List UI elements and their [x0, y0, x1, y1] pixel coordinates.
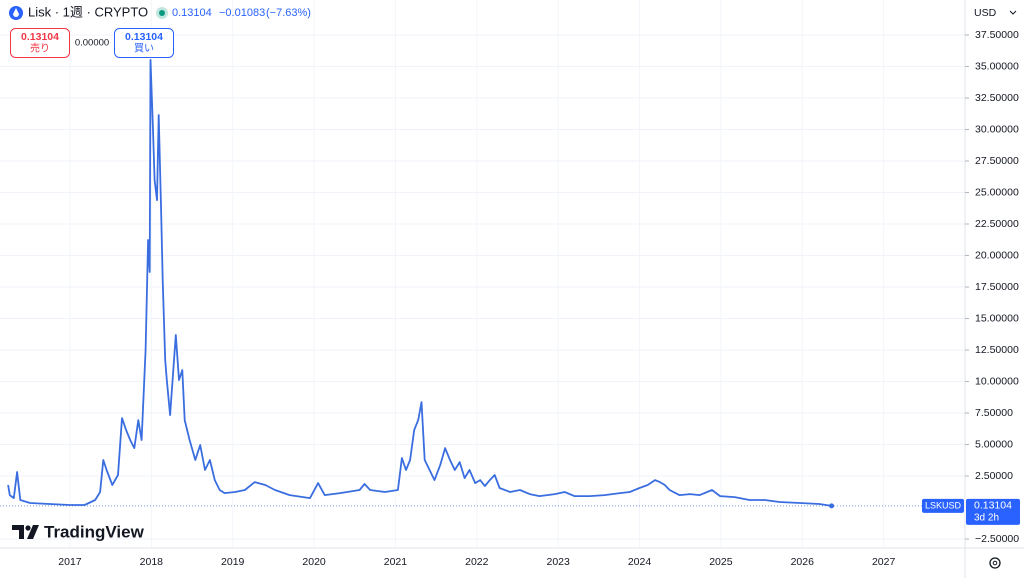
x-tick-label: 2023 — [546, 556, 570, 568]
axes: −2.50000 2.50000 5.00000 7.50000 10.00000 12.… — [58, 29, 1019, 568]
logo-text: TradingView — [44, 522, 145, 541]
logo-mark-dot — [25, 525, 31, 531]
currency-caret — [1009, 10, 1017, 15]
logo-mark-slash — [27, 525, 39, 539]
x-tick-label: 2026 — [791, 556, 815, 568]
logo-mark — [12, 525, 24, 539]
y-tick-label: 7.50000 — [975, 407, 1013, 419]
x-tick-label: 2020 — [302, 556, 326, 568]
y-tick-label: 25.00000 — [975, 186, 1019, 198]
y-tick-label: 35.00000 — [975, 60, 1019, 72]
price-tag-countdown: 3d 2h — [974, 513, 999, 524]
y-tick-label: 12.50000 — [975, 344, 1019, 356]
symbol-icon-glyph — [13, 8, 19, 17]
buy-label: 買い — [134, 43, 154, 55]
header-price: 0.13104 — [172, 7, 212, 19]
x-tick-label: 2021 — [384, 556, 408, 568]
y-tick-label: 37.50000 — [975, 29, 1019, 41]
x-tick-label: 2025 — [709, 556, 733, 568]
symbol-tag-text: LSKUSD — [925, 500, 962, 510]
y-tick-label: 17.50000 — [975, 281, 1019, 293]
symbol-title: Lisk · 1週 · CRYPTO — [28, 4, 148, 19]
x-tick-label: 2019 — [221, 556, 245, 568]
header-change: −0.01083 — [219, 7, 265, 19]
y-tick-label: 30.00000 — [975, 123, 1019, 135]
symbol-tag — [922, 498, 964, 513]
y-tick-label: 22.50000 — [975, 218, 1019, 230]
spread: 0.00000 — [75, 38, 109, 49]
x-tick-label: 2024 — [628, 556, 652, 568]
header-change-pct: (−7.63%) — [266, 7, 311, 19]
price-tag-box — [966, 498, 1020, 525]
currency[interactable]: USD — [974, 7, 997, 19]
buy-price: 0.13104 — [125, 31, 163, 43]
price-tag-value: 0.13104 — [974, 500, 1012, 512]
y-tick-label: 5.00000 — [975, 438, 1013, 450]
y-tick-label: 20.00000 — [975, 249, 1019, 261]
settings-icon[interactable] — [989, 557, 1001, 569]
x-tick-label: 2017 — [58, 556, 82, 568]
y-tick-label: −2.50000 — [975, 533, 1019, 545]
sell-button[interactable] — [10, 28, 70, 58]
sell-price: 0.13104 — [21, 31, 59, 43]
y-tick-label: 27.50000 — [975, 155, 1019, 167]
y-tick-label: 15.00000 — [975, 312, 1019, 324]
price-line — [7, 59, 832, 507]
settings-icon-center — [992, 560, 998, 566]
y-tick-label: 10.00000 — [975, 375, 1019, 387]
x-tick-label: 2027 — [872, 556, 896, 568]
x-tick-label: 2022 — [465, 556, 489, 568]
status-dot — [159, 10, 165, 16]
buy-button[interactable] — [114, 28, 174, 58]
y-tick-label: 32.50000 — [975, 92, 1019, 104]
grid — [0, 0, 965, 548]
x-tick-label: 2018 — [140, 556, 164, 568]
sell-label: 売り — [30, 42, 50, 55]
y-tick-label: 2.50000 — [975, 470, 1013, 482]
